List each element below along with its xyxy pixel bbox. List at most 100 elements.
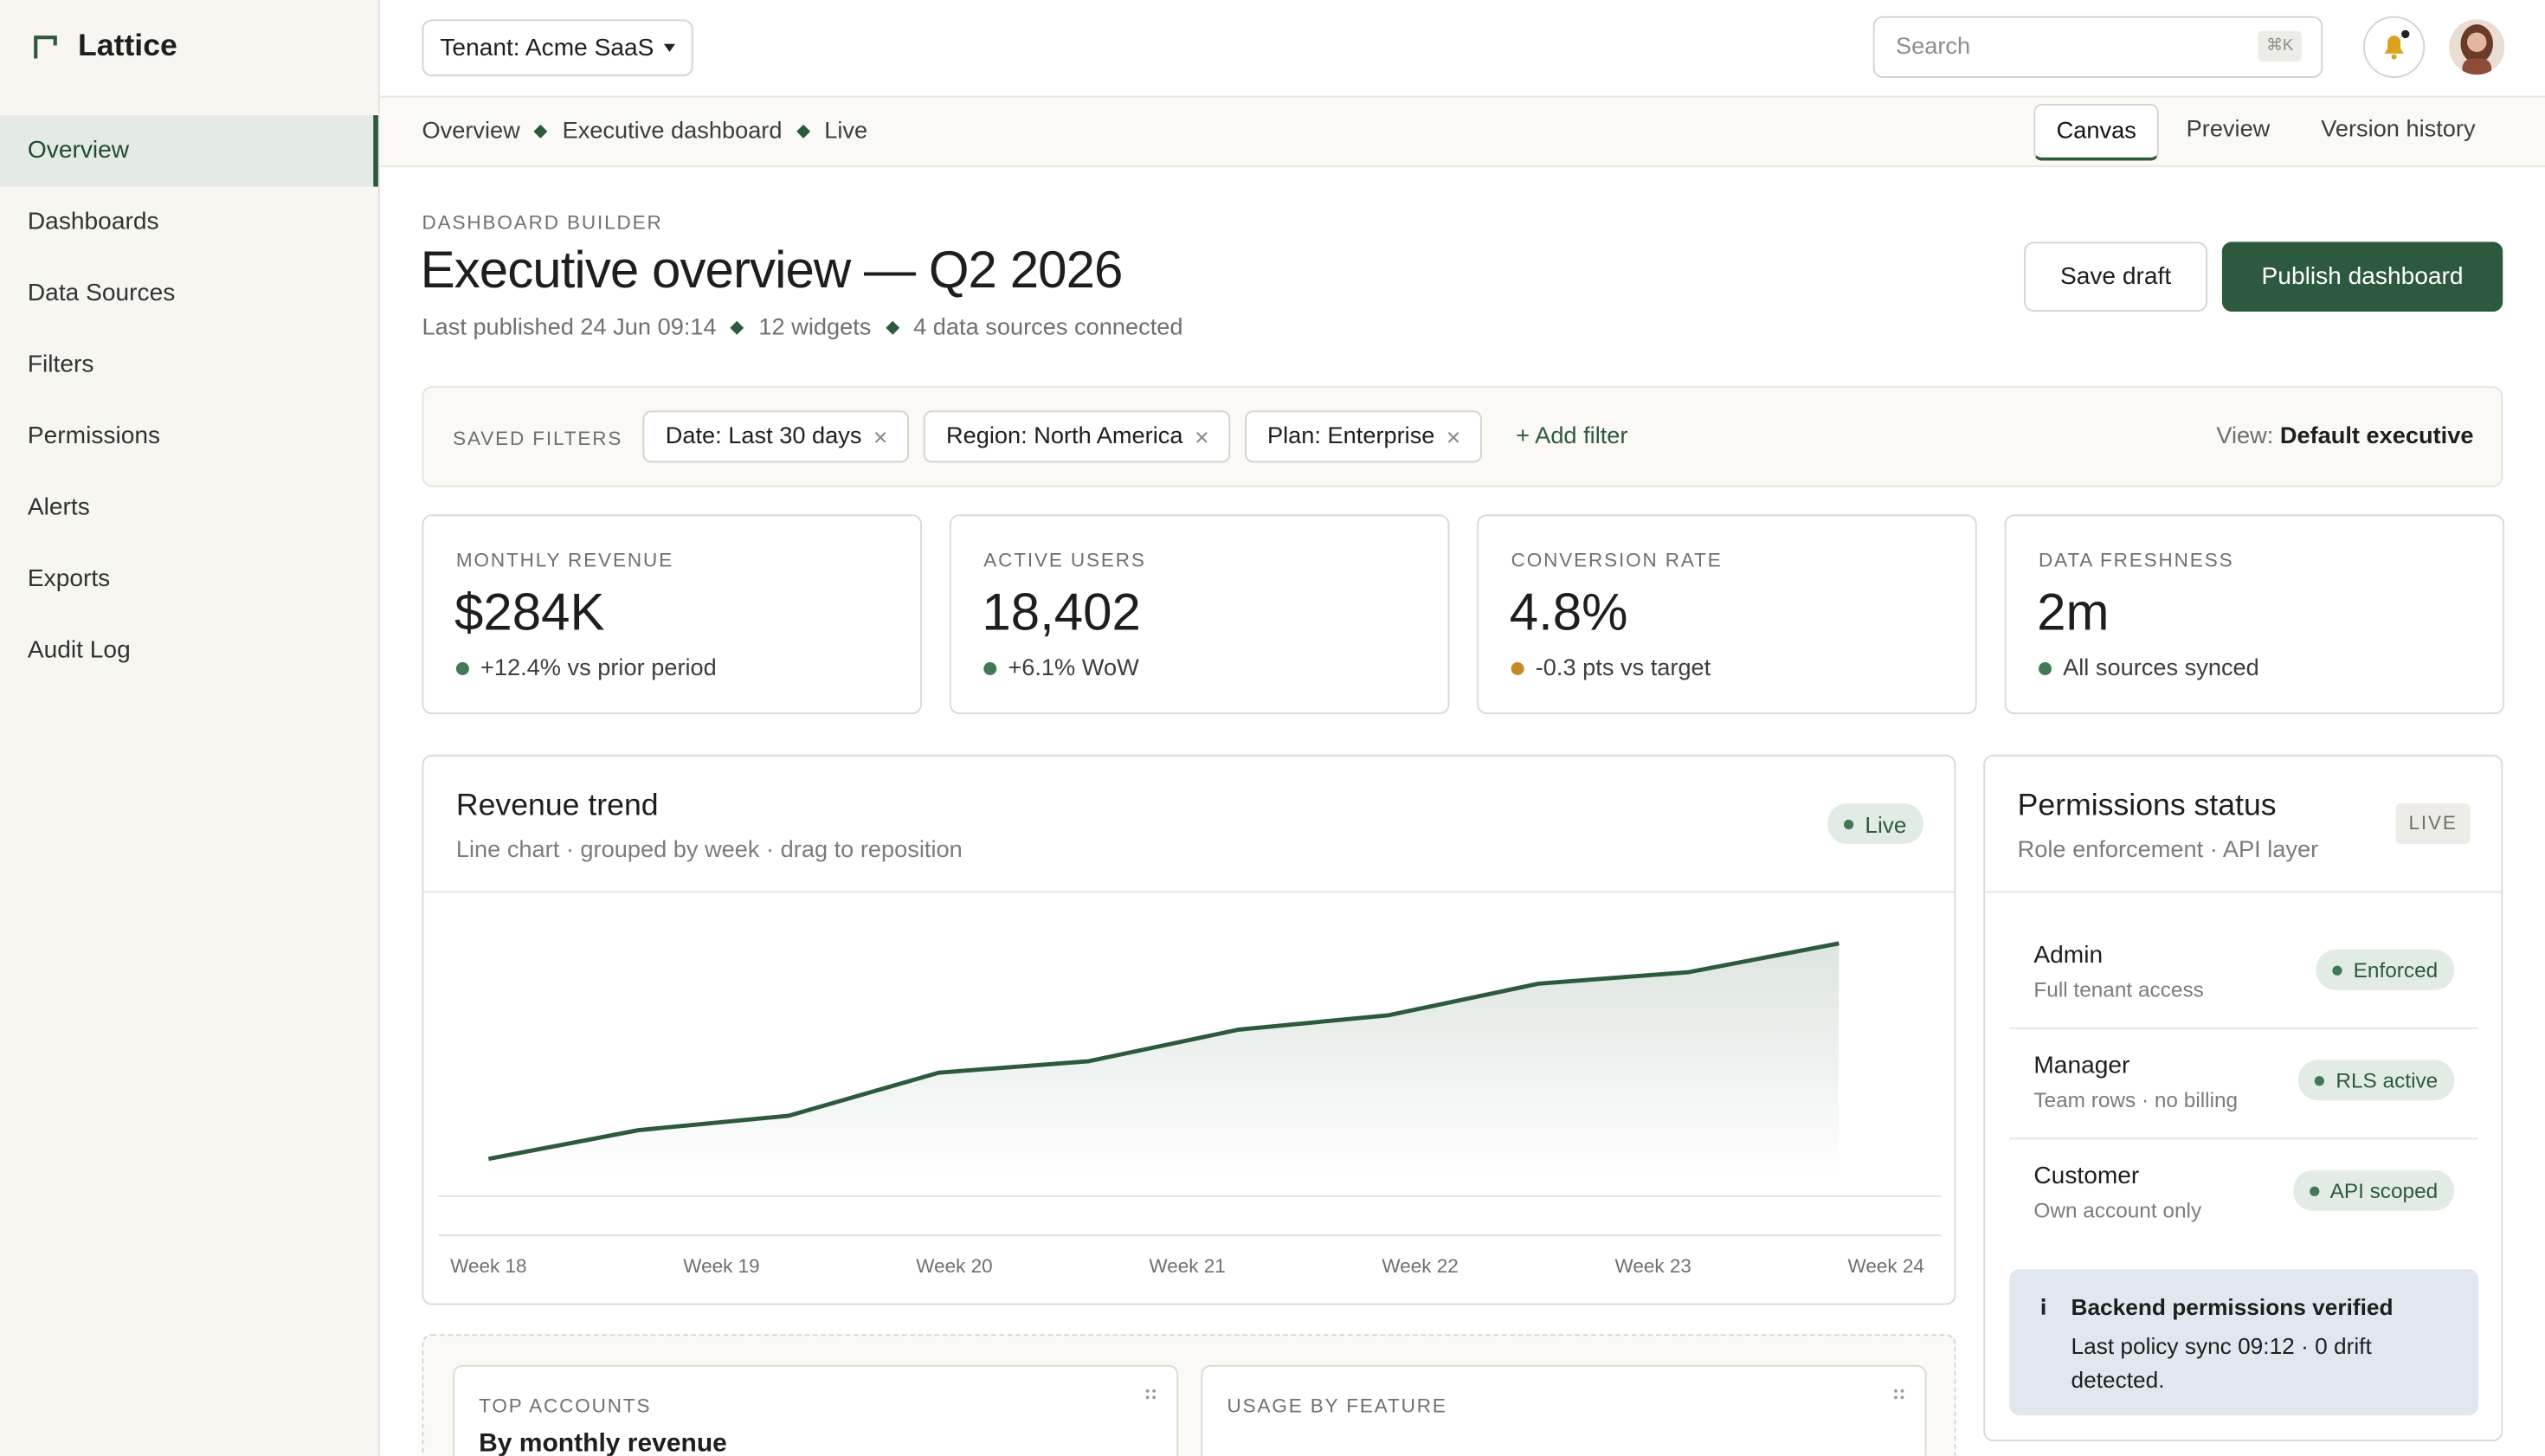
avatar-image [2449,19,2505,75]
widget-eyebrow: USAGE BY FEATURE [1227,1394,1447,1417]
search[interactable]: Search ⌘K [1872,16,2323,78]
kpi-delta: +6.1% WoW [983,656,1139,682]
status-text: RLS active [2336,1067,2439,1092]
delta-text: +12.4% vs prior period [480,655,717,682]
nav-item[interactable]: Filters [27,351,94,378]
drag-handle[interactable] [1892,1388,1905,1404]
widget-card: TOP ACCOUNTS By monthly revenue [453,1364,1179,1456]
nav-item[interactable]: Alerts [27,493,90,521]
filter-chips: Date: Last 30 days Region: North America P… [642,410,1482,463]
card-title: Revenue trend [455,789,659,823]
role-status: API scoped [2292,1169,2454,1211]
topbar: Tenant: Acme SaaS Search ⌘K [379,0,2545,98]
filter-chip[interactable]: Plan: Enterprise [1244,410,1482,463]
status-dot [2332,964,2342,975]
kpi-label: ACTIVE USERS [983,548,1146,571]
sidebar: Lattice Overview Dashboards Data Sources Fi… [0,0,380,1456]
role-desc: Full tenant access [2033,976,2204,1002]
status-dot [2309,1185,2319,1195]
publish[interactable]: Publish dashboard [2221,242,2503,312]
caret [663,43,675,52]
separator [731,320,744,335]
notice-title: Backend permissions verified [2071,1293,2394,1320]
bell-icon [2384,29,2410,60]
live-badge: Live [1827,803,1923,844]
kpi-label: MONTHLY REVENUE [455,548,673,571]
chip-text: Region: North America [945,423,1183,450]
logo [34,35,57,59]
filter-chip[interactable]: Date: Last 30 days [642,410,909,463]
notice-body: Last policy sync 09:12 · 0 drift detecte… [2071,1332,2372,1393]
live-badge: LIVE [2395,803,2471,844]
separator [885,320,899,335]
x-tick-label: Week 18 [450,1255,526,1277]
delta-text: All sources synced [2063,655,2259,682]
brand-name: Lattice [78,29,177,64]
status-dot [455,662,469,675]
tab[interactable]: Preview [2186,117,2271,143]
status-dot [1511,662,1524,675]
view-value[interactable]: Default executive [2279,423,2474,450]
status-dot [2314,1075,2325,1086]
crumb[interactable]: Overview [422,118,520,145]
drag-handle[interactable] [1144,1388,1157,1404]
filter-label: SAVED FILTERS [453,427,623,450]
tab[interactable]: Canvas [2033,104,2160,161]
widget-title: By monthly revenue [479,1429,727,1456]
kpi-value: 18,402 [982,583,1141,641]
status-dot [983,662,997,675]
x-tick-label: Week 21 [1149,1255,1225,1277]
widget-card: USAGE BY FEATURE [1201,1364,1927,1456]
area [488,943,1839,1177]
crumb[interactable]: Executive dashboard [562,118,783,145]
role-row: Admin Full tenant access Enforced [2009,918,2479,1029]
nav-item[interactable]: Overview [0,115,378,187]
line-chart: Week 18 Week 19 Week 20 Week 21 Week 22 Week … [438,941,1942,1277]
chip-text: Plan: Enterprise [1266,423,1435,450]
line [487,941,1839,1162]
avatar[interactable] [2449,19,2505,75]
widget-eyebrow: TOP ACCOUNTS [479,1394,652,1417]
status-dot [2039,662,2052,675]
notifications[interactable] [2363,16,2426,78]
x-tick-label: Week 23 [1614,1255,1691,1277]
nav-item[interactable]: Data Sources [27,279,176,307]
chip-text: Date: Last 30 days [665,423,862,450]
breadcrumb: Overview Executive dashboard Live [422,98,868,166]
filter-bar: SAVED FILTERS Date: Last 30 days Region: … [422,386,2503,487]
view-label: View: [2216,423,2274,450]
separator [534,124,549,139]
nav-item[interactable]: Audit Log [27,636,131,664]
brand: Lattice [33,29,177,65]
tab[interactable]: Version history [2321,117,2476,143]
nav-item[interactable]: Dashboards [27,208,159,235]
remove-icon[interactable] [1195,431,1208,442]
kpi-delta: +12.4% vs prior period [455,655,717,682]
kpi-card: DATA FRESHNESS 2m All sources synced [2004,514,2505,714]
kpi-value: 4.8% [1509,583,1628,641]
role-name: Admin [2033,941,2104,970]
breadcrumb-bar: Overview Executive dashboard Live Canvas Pr… [379,97,2545,168]
nav-item[interactable]: Permissions [27,422,161,450]
role-desc: Team rows · no billing [2033,1087,2239,1112]
page-title: Executive overview — Q2 2026 [420,240,1124,300]
add-filter[interactable]: + Add filter [1516,423,1628,450]
revenue-card: Revenue trend Line chart · grouped by we… [422,754,1956,1305]
status-text: API scoped [2329,1178,2439,1203]
kpi-card: ACTIVE USERS 18,402 +6.1% WoW [949,514,1450,714]
remove-icon[interactable] [1447,431,1459,442]
delta-text: -0.3 pts vs target [1535,655,1711,682]
permissions-card: Permissions status Role enforcement · AP… [1983,754,2503,1441]
kpi-label: CONVERSION RATE [1511,548,1723,571]
kpi-value: 2m [2037,583,2110,641]
nav: Overview Dashboards Data Sources Filters Per… [0,115,378,686]
x-tick-label: Week 19 [683,1255,759,1277]
remove-icon[interactable] [874,431,886,442]
filter-chip[interactable]: Region: North America [923,410,1230,463]
tenant-switcher[interactable]: Tenant: Acme SaaS [422,19,693,77]
save-draft[interactable]: Save draft [2024,242,2207,312]
nav-item[interactable]: Exports [27,564,111,593]
